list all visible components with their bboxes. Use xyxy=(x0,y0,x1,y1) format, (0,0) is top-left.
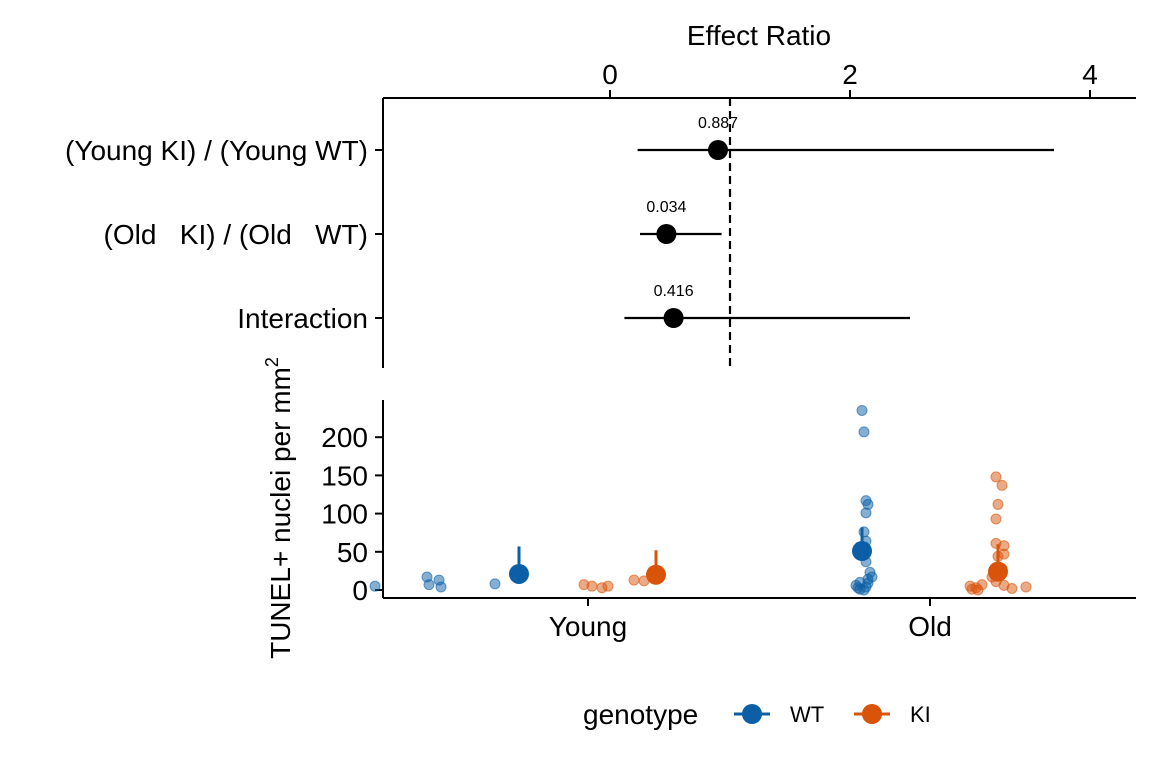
legend-key-point xyxy=(862,704,882,724)
data-point xyxy=(972,584,984,596)
forest-estimate-point xyxy=(656,224,677,244)
data-point xyxy=(586,580,598,592)
forest-p-value-label: 0.416 xyxy=(654,283,694,300)
forest-estimate-point xyxy=(663,308,684,328)
forest-p-value-label: 0.887 xyxy=(698,115,738,132)
data-point xyxy=(996,479,1008,491)
forest-x-tick-label: 2 xyxy=(842,59,858,90)
data-point xyxy=(602,580,614,592)
legend-entries: WT KI xyxy=(734,702,931,727)
scatter-summary xyxy=(509,527,1008,585)
forest-row-label: (Old KI) / (Old WT) xyxy=(104,219,368,250)
data-point xyxy=(992,498,1004,510)
forest-row-label: Interaction xyxy=(237,303,368,334)
data-point xyxy=(990,513,1002,525)
forest-plot: Effect Ratio 0 2 4 (Young KI) / (Young WT)… xyxy=(65,20,1136,368)
data-point xyxy=(423,579,435,591)
data-point xyxy=(862,577,874,589)
forest-p-value-label: 0.034 xyxy=(646,199,686,216)
summary-mean-point xyxy=(988,561,1008,582)
scatter-plot: TUNEL+ nuclei per mm2 0 50 100 150 200 Young… xyxy=(262,357,1136,659)
forest-x-tick-label: 0 xyxy=(602,59,618,90)
legend-entry-label: KI xyxy=(910,702,931,727)
legend-title: genotype xyxy=(583,699,698,730)
forest-x-tick-label: 4 xyxy=(1082,59,1098,90)
data-point xyxy=(998,579,1010,591)
data-point xyxy=(628,574,640,586)
legend-key-point xyxy=(742,704,762,724)
data-point xyxy=(1020,581,1032,593)
forest-estimate-point xyxy=(708,140,728,160)
data-point xyxy=(990,471,1002,483)
forest-x-axis-title: Effect Ratio xyxy=(687,20,831,51)
legend-entry-label: WT xyxy=(790,702,824,727)
forest-rows: (Young KI) / (Young WT) 0.887 (Old KI) / (… xyxy=(65,115,1054,334)
summary-mean-point xyxy=(646,564,666,585)
scatter-y-tick-label: 100 xyxy=(321,499,368,530)
scatter-points xyxy=(369,404,1032,596)
scatter-x-ticks: Young Old xyxy=(549,598,952,642)
summary-mean-point xyxy=(509,563,529,584)
data-point xyxy=(435,581,447,593)
scatter-y-tick-label: 200 xyxy=(321,422,368,453)
scatter-y-axis-title: TUNEL+ nuclei per mm2 xyxy=(262,357,296,659)
data-point xyxy=(856,404,868,416)
data-point xyxy=(860,507,872,519)
summary-mean-point xyxy=(852,541,872,562)
scatter-y-tick-label: 150 xyxy=(321,460,368,491)
scatter-y-tick-label: 0 xyxy=(352,575,368,606)
legend: genotype WT KI xyxy=(583,699,931,730)
data-point xyxy=(858,426,870,438)
data-point xyxy=(369,580,381,592)
scatter-x-tick-label: Young xyxy=(549,611,627,642)
forest-row-label: (Young KI) / (Young WT) xyxy=(65,135,368,166)
scatter-y-ticks: 0 50 100 150 200 xyxy=(321,422,383,606)
forest-x-ticks: 0 2 4 xyxy=(602,59,1098,98)
data-point xyxy=(489,578,501,590)
scatter-x-tick-label: Old xyxy=(908,611,952,642)
scatter-y-tick-label: 50 xyxy=(337,537,368,568)
